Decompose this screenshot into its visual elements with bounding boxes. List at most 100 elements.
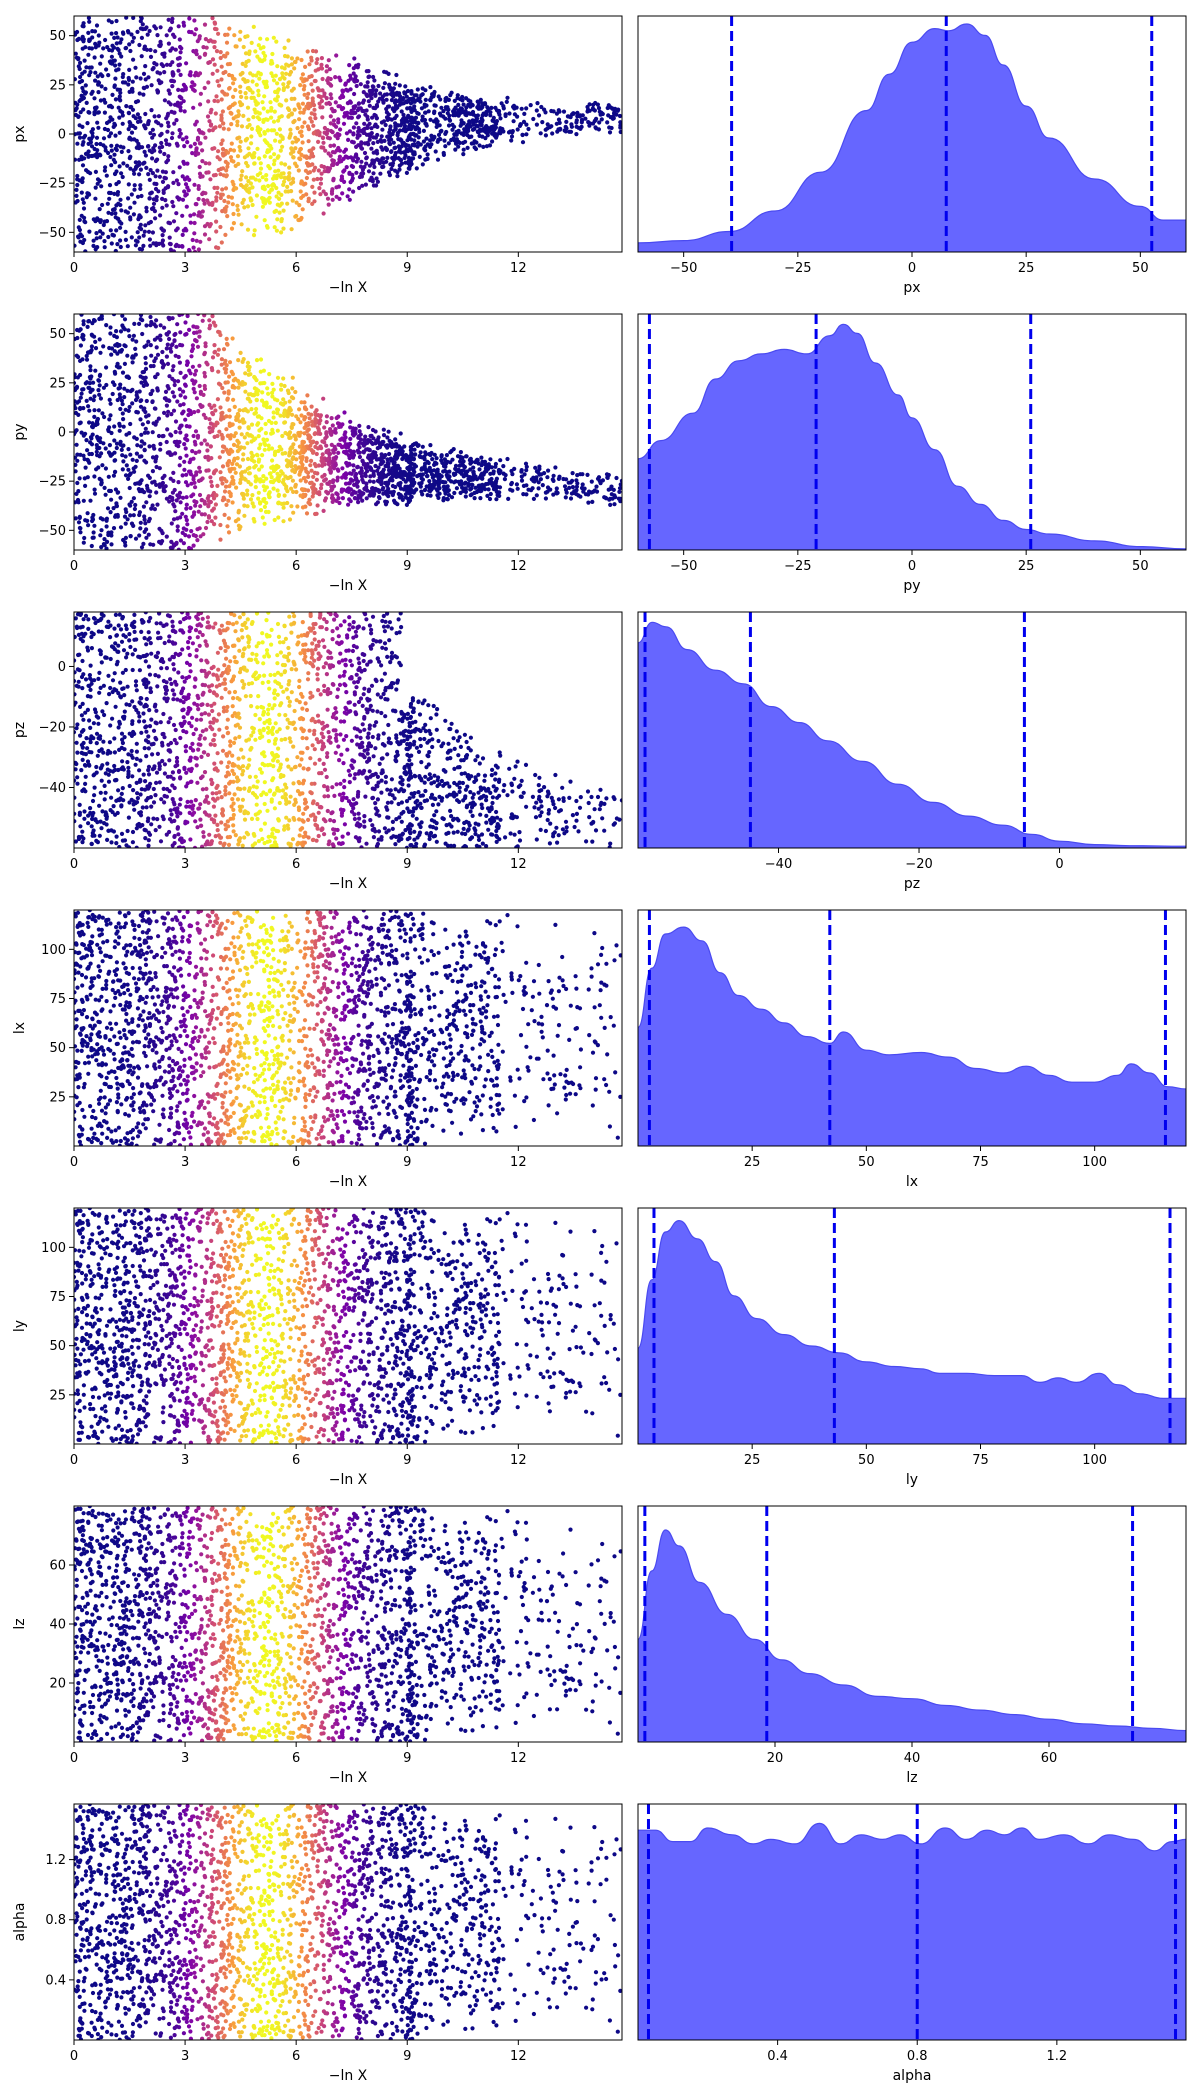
sample-point [538, 477, 544, 482]
sample-point [148, 191, 153, 196]
sample-point [222, 512, 227, 518]
sample-point [261, 484, 266, 489]
sample-point [197, 383, 202, 389]
sample-point [197, 363, 202, 368]
sample-point [249, 153, 254, 158]
sample-point [215, 68, 220, 73]
sample-point [574, 118, 579, 123]
sample-point [439, 454, 444, 459]
sample-point [503, 473, 508, 478]
sample-point [446, 474, 452, 479]
sample-point [165, 185, 171, 190]
sample-point [131, 496, 136, 501]
sample-point [556, 117, 562, 122]
sample-point [127, 334, 132, 339]
sample-point [142, 517, 147, 522]
sample-point [258, 133, 263, 138]
sample-point [410, 120, 415, 125]
sample-point [460, 98, 465, 103]
sample-point [231, 458, 237, 463]
sample-point [101, 46, 106, 51]
sample-point [74, 77, 77, 82]
sample-point [590, 499, 595, 504]
sample-point [447, 117, 452, 122]
sample-point [79, 78, 85, 84]
sample-point [436, 137, 441, 142]
sample-point [167, 336, 172, 342]
sample-point [416, 120, 421, 125]
sample-point [184, 472, 189, 477]
sample-point [334, 124, 339, 129]
sample-point [438, 113, 443, 118]
sample-point [269, 128, 274, 133]
sample-point [237, 37, 242, 42]
sample-point [412, 104, 417, 109]
sample-point [336, 133, 341, 138]
sample-point [293, 135, 298, 140]
sample-point [146, 119, 151, 124]
sample-point [212, 434, 217, 439]
sample-point [98, 98, 103, 103]
sample-point [142, 344, 147, 349]
sample-point [293, 482, 298, 487]
sample-point [314, 132, 319, 137]
sample-point [135, 194, 141, 199]
sample-point [260, 515, 265, 520]
sample-point [131, 523, 136, 529]
sample-point [276, 118, 281, 123]
sample-point [202, 85, 207, 91]
sample-point [269, 59, 274, 64]
sample-point [255, 414, 260, 419]
sample-point [171, 204, 176, 209]
sample-point [303, 168, 308, 173]
sample-point [191, 543, 196, 548]
sample-point [564, 119, 569, 124]
sample-point [190, 237, 195, 243]
sample-point [94, 236, 99, 241]
sample-point [269, 187, 275, 192]
sample-point [95, 120, 100, 125]
sample-point [127, 42, 132, 47]
sample-point [385, 155, 390, 160]
sample-point [192, 439, 197, 444]
sample-point [570, 471, 575, 476]
sample-point [570, 485, 576, 490]
sample-point [108, 131, 114, 136]
sample-point [226, 389, 231, 394]
sample-point [153, 374, 158, 379]
sample-point [526, 126, 531, 132]
sample-point [89, 451, 94, 457]
sample-point [267, 372, 272, 377]
sample-point [288, 446, 293, 452]
sample-point [81, 387, 86, 392]
sample-point [617, 113, 622, 119]
sample-point [343, 82, 348, 87]
sample-point [289, 424, 294, 429]
sample-point [92, 414, 97, 419]
sample-point [77, 135, 83, 140]
sample-point [333, 75, 338, 80]
sample-point [496, 468, 502, 473]
sample-point [92, 146, 97, 152]
sample-point [245, 466, 250, 471]
sample-point [219, 77, 224, 82]
sample-point [107, 196, 112, 201]
sample-point [98, 218, 103, 223]
sample-point [399, 121, 405, 126]
sample-point [245, 227, 251, 232]
sample-point [258, 477, 263, 482]
sample-point [120, 370, 126, 375]
sample-point [166, 41, 171, 46]
sample-point [313, 511, 318, 517]
sample-point [168, 247, 173, 252]
sample-point [183, 87, 188, 92]
sample-point [368, 493, 373, 498]
sample-point [98, 350, 103, 355]
sample-point [131, 466, 136, 471]
sample-point [95, 418, 100, 423]
sample-point [136, 146, 142, 151]
sample-point [235, 136, 240, 141]
sample-point [321, 211, 326, 216]
sample-point [343, 435, 348, 440]
sample-point [92, 29, 98, 34]
